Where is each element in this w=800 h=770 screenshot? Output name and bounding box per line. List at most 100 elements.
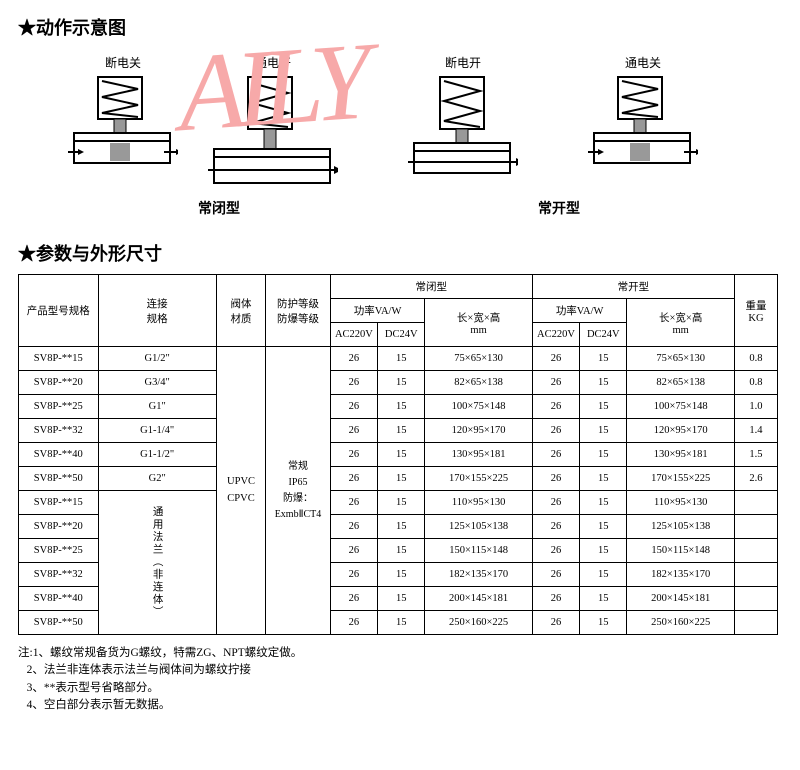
- cell-ac2: 26: [532, 347, 579, 371]
- cell-dim1: 125×105×138: [425, 515, 533, 539]
- cell-model: SV8P-**40: [19, 443, 99, 467]
- th-conn: 连接 规格: [98, 275, 216, 347]
- cell-ac1: 26: [330, 515, 377, 539]
- cell-dc2: 15: [580, 467, 627, 491]
- valve-label: 通电开: [208, 54, 338, 71]
- valve-diagram-4: 通电关: [578, 54, 708, 175]
- section-title-params: ★参数与外形尺寸: [18, 240, 782, 266]
- cell-ac2: 26: [532, 587, 579, 611]
- cell-dim1: 100×75×148: [425, 395, 533, 419]
- th-dim2: 长×宽×高 mm: [627, 299, 735, 347]
- cell-dc2: 15: [580, 347, 627, 371]
- diagram-row: AILY 断电关 通电开: [18, 48, 782, 228]
- cell-dc1: 15: [378, 347, 425, 371]
- cell-ac1: 26: [330, 587, 377, 611]
- th-prot: 防护等级 防爆等级: [266, 275, 331, 347]
- table-header: 产品型号规格 连接 规格 阀体 材质 防护等级 防爆等级 常闭型 常开型 重量 …: [19, 275, 778, 347]
- cell-ac2: 26: [532, 563, 579, 587]
- cell-dim1: 182×135×170: [425, 563, 533, 587]
- cell-dim2: 130×95×181: [627, 443, 735, 467]
- note-line: 4、空白部分表示暂无数据。: [27, 699, 171, 711]
- cell-dc1: 15: [378, 515, 425, 539]
- cell-dim1: 170×155×225: [425, 467, 533, 491]
- cell-wt: 0.8: [734, 347, 777, 371]
- cell-conn-group: 通用法兰（非连体）: [98, 491, 216, 635]
- cell-dim2: 170×155×225: [627, 467, 735, 491]
- cell-dc2: 15: [580, 419, 627, 443]
- cell-wt: 1.4: [734, 419, 777, 443]
- cell-model: SV8P-**40: [19, 587, 99, 611]
- cell-dc1: 15: [378, 611, 425, 635]
- cell-dim2: 82×65×138: [627, 371, 735, 395]
- cell-dim2: 75×65×130: [627, 347, 735, 371]
- cell-model: SV8P-**50: [19, 467, 99, 491]
- cell-conn: G1-1/4": [98, 419, 216, 443]
- cell-model: SV8P-**25: [19, 539, 99, 563]
- valve-label: 断电关: [58, 54, 188, 71]
- notes: 注:1、螺纹常规备货为G螺纹，特需ZG、NPT螺纹定做。 2、法兰非连体表示法兰…: [18, 645, 782, 714]
- valve-label: 断电开: [398, 54, 528, 71]
- cell-wt: [734, 515, 777, 539]
- cell-conn: G1": [98, 395, 216, 419]
- cell-ac1: 26: [330, 371, 377, 395]
- section-title-diagram: ★动作示意图: [18, 14, 782, 40]
- cell-conn: G1-1/2": [98, 443, 216, 467]
- cell-dim1: 120×95×170: [425, 419, 533, 443]
- cell-dc1: 15: [378, 371, 425, 395]
- cell-dc2: 15: [580, 563, 627, 587]
- cell-dim2: 100×75×148: [627, 395, 735, 419]
- cell-dim1: 150×115×148: [425, 539, 533, 563]
- cell-model: SV8P-**15: [19, 347, 99, 371]
- cell-dc1: 15: [378, 443, 425, 467]
- cell-ac1: 26: [330, 443, 377, 467]
- cell-ac1: 26: [330, 539, 377, 563]
- cell-dc2: 15: [580, 515, 627, 539]
- cell-ac2: 26: [532, 491, 579, 515]
- cell-model: SV8P-**32: [19, 419, 99, 443]
- valve-diagram-3: 断电开: [398, 54, 528, 185]
- cell-dim2: 110×95×130: [627, 491, 735, 515]
- cell-ac2: 26: [532, 419, 579, 443]
- cell-dc1: 15: [378, 491, 425, 515]
- table-body: SV8P-**15G1/2"UPVCCPVC常规IP65防爆：ExmbⅡCT42…: [19, 347, 778, 635]
- table-row: SV8P-**15通用法兰（非连体）2615110×95×1302615110×…: [19, 491, 778, 515]
- cell-conn: G2": [98, 467, 216, 491]
- cell-dim2: 182×135×170: [627, 563, 735, 587]
- cell-ac1: 26: [330, 419, 377, 443]
- cell-model: SV8P-**50: [19, 611, 99, 635]
- th-nc: 常闭型: [330, 275, 532, 299]
- cell-prot: 常规IP65防爆：ExmbⅡCT4: [266, 347, 331, 635]
- cell-dc1: 15: [378, 587, 425, 611]
- cell-ac2: 26: [532, 371, 579, 395]
- cell-dc2: 15: [580, 371, 627, 395]
- cell-dim2: 125×105×138: [627, 515, 735, 539]
- cell-dim1: 82×65×138: [425, 371, 533, 395]
- note-line: 1、螺纹常规备货为G螺纹，特需ZG、NPT螺纹定做。: [33, 647, 303, 659]
- th-model: 产品型号规格: [19, 275, 99, 347]
- cell-ac1: 26: [330, 491, 377, 515]
- cell-conn: G3/4": [98, 371, 216, 395]
- cell-wt: [734, 491, 777, 515]
- table-row: SV8P-**32G1-1/4"2615120×95×1702615120×95…: [19, 419, 778, 443]
- note-line: 2、法兰非连体表示法兰与阀体间为螺纹拧接: [27, 664, 251, 676]
- cell-wt: [734, 563, 777, 587]
- cell-dim1: 250×160×225: [425, 611, 533, 635]
- th-dc2: DC24V: [580, 323, 627, 347]
- table-row: SV8P-**25G1"2615100×75×1482615100×75×148…: [19, 395, 778, 419]
- cell-wt: [734, 539, 777, 563]
- cell-dim1: 130×95×181: [425, 443, 533, 467]
- cell-model: SV8P-**25: [19, 395, 99, 419]
- type-label-no: 常开型: [538, 198, 580, 218]
- cell-ac1: 26: [330, 347, 377, 371]
- cell-dc1: 15: [378, 467, 425, 491]
- cell-wt: 2.6: [734, 467, 777, 491]
- cell-model: SV8P-**15: [19, 491, 99, 515]
- cell-dc2: 15: [580, 587, 627, 611]
- th-ac2: AC220V: [532, 323, 579, 347]
- cell-model: SV8P-**20: [19, 515, 99, 539]
- cell-ac1: 26: [330, 563, 377, 587]
- cell-dc1: 15: [378, 419, 425, 443]
- cell-wt: 1.5: [734, 443, 777, 467]
- type-label-nc: 常闭型: [198, 198, 240, 218]
- table-row: SV8P-**15G1/2"UPVCCPVC常规IP65防爆：ExmbⅡCT42…: [19, 347, 778, 371]
